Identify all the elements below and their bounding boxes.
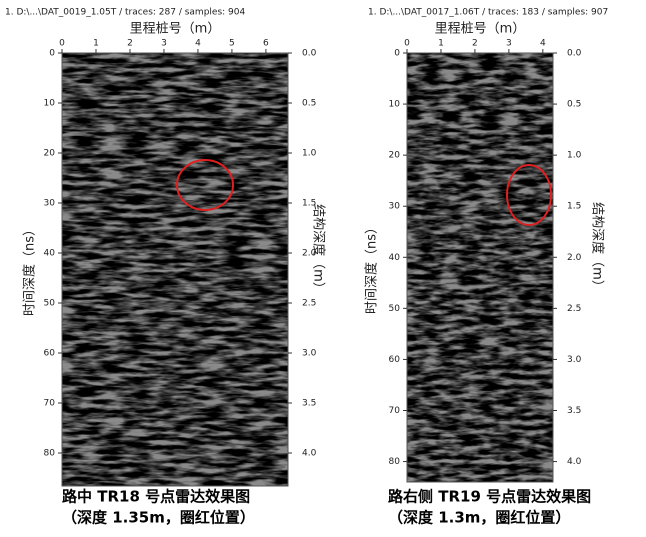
x-tick-label: 6 [263,39,269,49]
y2-tick-label: 1.5 [302,199,316,209]
x-tick-label: 5 [229,39,235,49]
x-tick-label: 2 [127,39,133,49]
y2-tick-label: 3.5 [567,406,581,416]
y2-tick-label: 0.5 [302,99,316,109]
panel-header: 1. D:\...\DAT_0017_1.06T / traces: 183 /… [368,8,608,18]
x-tick-label: 0 [59,39,65,49]
y2-tick-label: 0.5 [567,100,581,110]
y-tick-label: 40 [44,249,56,259]
x-axis-label: 里程桩号（m） [130,22,221,37]
plot-frame [406,52,554,483]
y-tick-label: 80 [44,449,56,459]
y2-tick-label: 2.0 [567,253,582,263]
x-tick-label: 3 [506,39,512,49]
y2-tick-label: 4.0 [302,449,317,459]
y2-tick-label: 2.5 [302,299,316,309]
highlight-circle [506,164,552,226]
y2-tick-label: 4.0 [567,457,582,467]
y2-tick-label: 1.0 [302,149,317,159]
radargram-texture [407,53,553,482]
y-tick-label: 10 [44,99,56,109]
y-tick-label: 50 [44,299,56,309]
y2-tick-label: 2.0 [302,249,317,259]
y2-tick-label: 3.0 [567,355,582,365]
y2-tick-label: 1.0 [567,151,582,161]
y2-tick-label: 0.0 [302,49,317,59]
y2-tick-label: 3.0 [302,349,317,359]
y-tick-label: 20 [44,149,56,159]
y2-tick-label: 3.5 [302,399,316,409]
x-tick-label: 1 [93,39,99,49]
y2-tick-label: 1.5 [567,202,581,212]
y-tick-label: 50 [389,304,401,314]
x-tick-label: 1 [438,39,444,49]
y-tick-label: 60 [389,355,401,365]
y-axis-label: 时间深度（ns） [22,223,38,316]
y2-tick-label: 0.0 [567,49,582,59]
highlight-circle [176,159,234,211]
y-tick-label: 30 [389,202,401,212]
caption: 路右侧 TR19 号点雷达效果图 [388,488,591,506]
caption: 路中 TR18 号点雷达效果图 [62,488,250,506]
x-tick-label: 0 [404,39,410,49]
y-tick-label: 60 [44,349,56,359]
y-tick-label: 0 [49,49,55,59]
y-axis-label: 时间深度（ns） [364,221,380,314]
y-tick-label: 20 [389,151,401,161]
x-tick-label: 4 [195,39,201,49]
plot-frame [61,52,289,487]
y2-axis-label: 结构深度（m） [590,202,606,293]
y-tick-label: 80 [389,457,401,467]
caption: （深度 1.3m，圈红位置） [388,509,570,527]
x-tick-label: 3 [161,39,167,49]
x-tick-label: 2 [472,39,478,49]
y-tick-label: 0 [394,49,400,59]
y2-axis-label: 结构深度（m） [311,204,327,295]
y-tick-label: 40 [389,253,401,263]
y-tick-label: 10 [389,100,401,110]
x-axis-label: 里程桩号（m） [435,22,526,37]
y-tick-label: 70 [389,406,401,416]
panel-header: 1. D:\...\DAT_0019_1.05T / traces: 287 /… [5,8,245,18]
y2-tick-label: 2.5 [567,304,581,314]
radargram-texture [62,53,288,486]
y-tick-label: 70 [44,399,56,409]
caption: （深度 1.35m，圈红位置） [62,509,255,527]
y-tick-label: 30 [44,199,56,209]
x-tick-label: 4 [540,39,546,49]
